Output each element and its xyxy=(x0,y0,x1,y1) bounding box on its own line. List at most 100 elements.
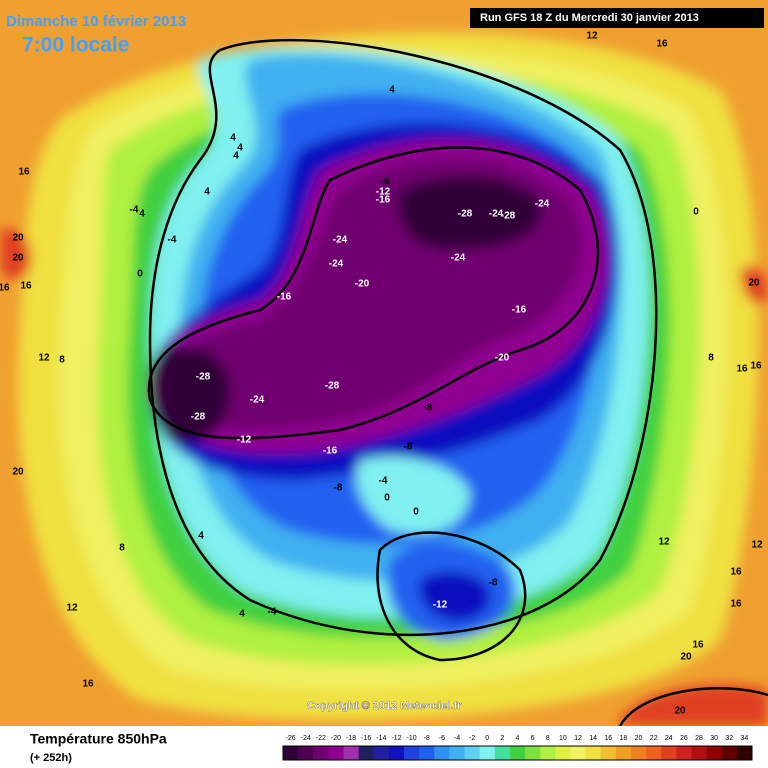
colorbar-swatch xyxy=(676,746,692,760)
colorbar-tick-label: -14 xyxy=(376,735,386,742)
contour-label: -24 xyxy=(329,259,344,270)
colorbar-tick-label: -22 xyxy=(316,735,326,742)
contour-label: 4 xyxy=(198,531,204,542)
run-box xyxy=(470,8,764,28)
contour-label: 16 xyxy=(692,640,704,651)
contour-label: -8 xyxy=(424,403,433,414)
colorbar-swatch xyxy=(373,746,390,760)
contour-label: 16 xyxy=(18,167,30,178)
contour-label: 0 xyxy=(137,269,143,280)
contour-label: 0 xyxy=(384,493,390,504)
contour-label: -12 xyxy=(433,600,448,611)
colorbar-swatch xyxy=(706,746,723,760)
contour-label: 12 xyxy=(751,540,763,551)
contour-label: 20 xyxy=(12,233,24,244)
contour-label: -12 xyxy=(376,187,391,198)
colorbar-tick-label: 4 xyxy=(516,735,520,742)
contour-label: -8 xyxy=(334,483,343,494)
contour-label: 8 xyxy=(59,355,65,366)
colorbar-tick-label: 30 xyxy=(710,735,718,742)
colorbar-swatch xyxy=(525,746,541,760)
contour-label: -20 xyxy=(355,279,370,290)
contour-label: 4 xyxy=(389,85,395,96)
contour-label: 16 xyxy=(730,599,742,610)
contour-label: 12 xyxy=(66,603,78,614)
colorbar-tick-label: 24 xyxy=(665,735,673,742)
contour-label: -8 xyxy=(404,442,413,453)
colorbar-tick-label: -2 xyxy=(469,735,475,742)
colorbar-tick-label: 18 xyxy=(620,735,628,742)
run-info: Run GFS 18 Z du Mercredi 30 janvier 2013 xyxy=(480,12,699,24)
colorbar-swatch xyxy=(721,746,738,760)
colorbar-swatch xyxy=(570,746,587,760)
contour-label: 4 xyxy=(204,187,210,198)
colorbar-tick-label: 28 xyxy=(695,735,703,742)
contour-label: 8 xyxy=(708,353,714,364)
colorbar-tick-label: -10 xyxy=(407,735,417,742)
temperature-field xyxy=(0,0,768,727)
contour-label: 12 xyxy=(38,353,50,364)
colorbar-tick-label: 16 xyxy=(604,735,612,742)
colorbar-tick-label: 34 xyxy=(741,735,749,742)
contour-label: 16 xyxy=(736,364,748,375)
colorbar-tick-label: -20 xyxy=(331,735,341,742)
colorbar-swatch xyxy=(449,746,466,760)
colorbar: -26 -24 -22 -20 -18 -16 -14 -12 -10 -8 -6 -4 -2 0 2 4 6 8… xyxy=(282,735,753,761)
contour-label: 20 xyxy=(674,706,686,717)
colorbar-swatch xyxy=(555,746,571,760)
colorbar-swatch xyxy=(600,746,617,760)
contour-label: -16 xyxy=(277,292,292,303)
colorbar-tick-label: -8 xyxy=(424,735,430,742)
contour-label: -4 xyxy=(379,476,388,487)
colorbar-swatch xyxy=(630,746,647,760)
map-date: Dimanche 10 février 2013 xyxy=(6,13,186,30)
colorbar-swatch xyxy=(388,746,405,760)
contour-label: 20 xyxy=(680,652,692,663)
colorbar-swatch xyxy=(509,746,526,760)
contour-label: -4 xyxy=(130,205,139,216)
colorbar-swatch xyxy=(736,746,753,760)
colorbar-tick-label: 12 xyxy=(574,735,582,742)
colorbar-tick-label: 20 xyxy=(635,735,643,742)
contour-label: 16 xyxy=(730,567,742,578)
colorbar-swatch xyxy=(419,746,435,760)
colorbar-tick-label: 32 xyxy=(725,735,733,742)
colorbar-tick-label: 14 xyxy=(589,735,597,742)
contour-label: 4 xyxy=(237,143,243,154)
colorbar-swatch xyxy=(585,746,602,760)
contour-label: 16 xyxy=(0,283,10,294)
contour-label: 16 xyxy=(20,281,32,292)
contour-label: 4 xyxy=(139,209,145,220)
colorbar-tick-label: -18 xyxy=(346,735,356,742)
colorbar-swatch xyxy=(313,746,329,760)
colorbar-tick-label: -6 xyxy=(439,735,445,742)
contour-label: -28 xyxy=(501,211,516,222)
contour-label: -28 xyxy=(458,209,473,220)
colorbar-tick-label: 6 xyxy=(531,735,535,742)
contour-label: -16 xyxy=(376,195,391,206)
contour-label: -24 xyxy=(451,253,466,264)
contour-label: 4 xyxy=(233,151,239,162)
colorbar-swatch xyxy=(615,746,632,760)
colorbar-swatch xyxy=(540,746,556,760)
contour-label: -24 xyxy=(250,395,265,406)
contour-label: -4 xyxy=(268,607,277,618)
contour-label: 20 xyxy=(12,467,24,478)
contour-label: -16 xyxy=(512,305,527,316)
colorbar-frame xyxy=(282,745,753,761)
colorbar-swatch xyxy=(464,746,481,760)
map-time: 7:00 locale xyxy=(22,34,129,57)
colorbar-tick-label: 0 xyxy=(485,735,489,742)
colorbar-swatch xyxy=(343,746,360,760)
colorbar-swatch xyxy=(494,746,511,760)
contour-label: 0 xyxy=(693,207,699,218)
colorbar-tick-label: -4 xyxy=(454,735,460,742)
colorbar-tick-label: -12 xyxy=(391,735,401,742)
lead-time: (+ 252h) xyxy=(30,752,72,764)
colorbar-swatch xyxy=(646,746,662,760)
colorbar-tick-label: -26 xyxy=(286,735,296,742)
contour-label: 4 xyxy=(230,133,236,144)
colorbar-swatch xyxy=(479,746,496,760)
